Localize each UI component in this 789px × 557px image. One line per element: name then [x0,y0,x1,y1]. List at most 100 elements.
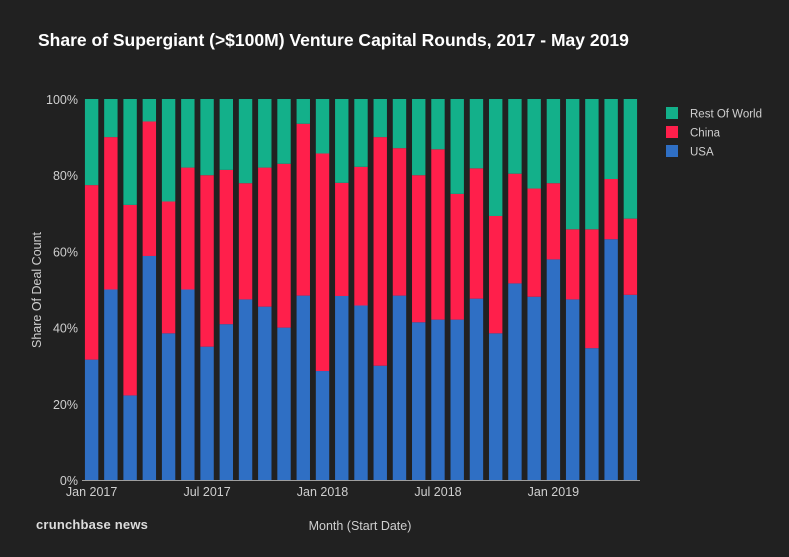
bar-segment-rest-of-world [469,99,484,169]
legend-label: China [690,128,721,140]
bar-segment-rest-of-world [181,99,195,168]
bar-segment-china [546,183,561,260]
bar-segment-china [508,173,522,284]
x-tick-label: Jan 2018 [297,485,348,499]
bar-segment-usa [488,333,503,480]
y-tick-label: 40% [53,322,78,336]
x-tick-label: Jan 2019 [528,485,579,499]
bar-segment-china [450,193,464,320]
bar-segment-rest-of-world [296,99,310,124]
bar-segment-china [258,167,272,307]
bar-segment-china [277,163,291,328]
bar-segment-usa [412,322,426,480]
bar-segment-china [431,149,445,320]
bar-segment-usa [335,295,349,480]
bar-segment-usa [354,305,368,480]
bar-segment-rest-of-world [277,99,291,164]
bar-segment-usa [450,319,464,480]
bar-segment-china [123,204,137,396]
bar-segment-usa [238,299,253,480]
bar-segment-china [623,218,638,295]
bar-segment-usa [585,348,599,480]
bar-segment-rest-of-world [527,99,541,189]
bar-segment-rest-of-world [219,99,234,170]
x-tick-label: Jul 2017 [183,485,230,499]
bar-segment-china [161,201,176,334]
bar-segment-rest-of-world [161,99,176,202]
y-axis-title: Share Of Deal Count [30,231,44,348]
bar-segment-rest-of-world [84,99,99,186]
legend-swatch [666,145,678,157]
bar-segment-usa [123,395,137,480]
bar-segment-rest-of-world [431,99,445,150]
bar-segment-rest-of-world [392,99,407,149]
bar-segment-usa [315,371,330,480]
bar-segment-china [296,123,310,296]
legend-swatch [666,126,678,138]
bar-segment-rest-of-world [412,99,426,176]
bar-segment-china [335,182,349,296]
bar-segment-china [565,229,580,300]
bar-segment-rest-of-world [546,99,561,184]
bar-segment-usa [527,296,541,480]
bar-segment-china [392,148,407,296]
bar-segment-china [315,153,330,372]
bar-segment-china [238,183,253,300]
bar-segment-usa [219,324,234,480]
y-tick-label: 80% [53,169,78,183]
bar-segment-rest-of-world [508,99,522,174]
bar-segment-china [469,168,484,299]
bar-segment-usa [546,259,561,480]
bar-segment-china [604,179,618,240]
bar-segment-usa [565,299,580,480]
bar-segment-rest-of-world [565,99,580,230]
bar-segment-usa [258,306,272,480]
bar-segment-china [84,185,99,360]
bar-segment-china [104,137,118,290]
legend-swatch [666,107,678,119]
x-axis-title: Month (Start Date) [309,519,412,533]
legend-label: Rest Of World [690,109,762,121]
bar-segment-china [373,137,387,366]
y-tick-label: 100% [46,93,78,107]
bar-segment-rest-of-world [142,99,157,122]
bar-segment-rest-of-world [315,99,330,154]
bar-segment-usa [200,346,214,480]
bar-segment-rest-of-world [258,99,272,168]
y-tick-label: 60% [53,245,78,259]
bar-segment-rest-of-world [373,99,387,138]
bar-segment-china [527,188,541,297]
bar-segment-china [200,175,214,347]
bar-segment-china [181,167,195,290]
bar-segment-usa [161,333,176,480]
bar-segment-usa [392,295,407,480]
bar-segment-usa [469,298,484,480]
bar-segment-rest-of-world [335,99,349,183]
bar-segment-usa [142,255,157,480]
bar-segment-rest-of-world [354,99,368,167]
bar-segment-usa [604,239,618,480]
bar-segment-usa [508,283,522,480]
bar-segment-usa [84,359,99,480]
bar-segment-rest-of-world [623,99,638,219]
bar-segment-rest-of-world [123,99,137,205]
bar-segment-rest-of-world [238,99,253,184]
x-tick-label: Jul 2018 [414,485,461,499]
bar-segment-rest-of-world [604,99,618,180]
bar-segment-china [219,169,234,325]
y-tick-label: 20% [53,398,78,412]
y-tick-label: 0% [60,474,78,488]
bar-segment-china [412,175,426,323]
bar-segment-rest-of-world [450,99,464,194]
bar-segment-china [142,121,157,256]
bar-segment-china [354,166,368,306]
bar-segment-usa [277,327,291,480]
bar-segment-rest-of-world [200,99,214,176]
bar-segment-rest-of-world [104,99,118,138]
bar-segment-china [585,229,599,349]
bar-segment-usa [431,319,445,480]
bar-segment-rest-of-world [585,99,599,230]
bar-segment-usa [181,289,195,480]
